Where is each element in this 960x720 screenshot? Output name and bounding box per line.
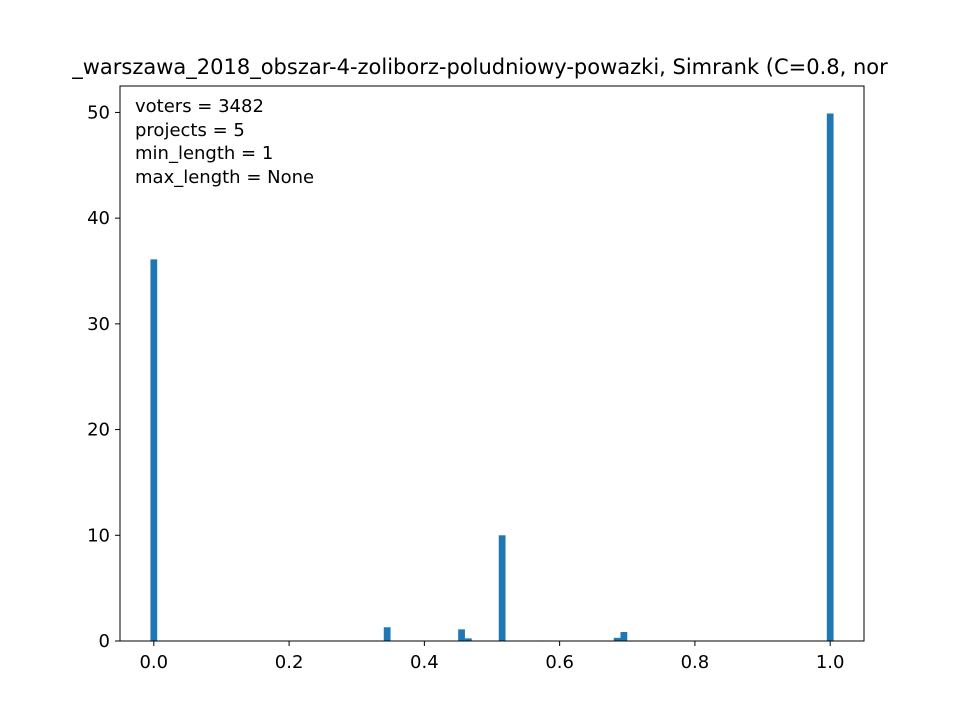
histogram-bar <box>458 629 465 641</box>
x-axis: 0.0 0.2 0.4 0.6 0.8 1.0 <box>139 641 845 673</box>
y-tick-label: 0 <box>99 631 110 652</box>
x-tick-label: 0.0 <box>139 652 168 673</box>
bars-layer <box>150 113 834 642</box>
histogram-bar <box>620 632 628 641</box>
annotation-max-length: max_length = None <box>135 167 314 188</box>
annotation-projects: projects = 5 <box>135 120 245 141</box>
histogram-bar <box>150 259 158 641</box>
annotation-voters: voters = 3482 <box>135 96 264 117</box>
y-tick-label: 50 <box>87 102 110 123</box>
y-tick-label: 20 <box>87 420 110 441</box>
histogram-bar <box>498 535 506 641</box>
histogram-bar <box>826 113 834 642</box>
annotation-min-length: min_length = 1 <box>135 143 273 164</box>
y-tick-label: 40 <box>87 208 110 229</box>
y-axis: 0 10 20 30 40 50 <box>87 102 120 652</box>
plot-frame <box>119 85 865 642</box>
y-tick-label: 10 <box>87 525 110 546</box>
x-tick-label: 0.6 <box>545 652 574 673</box>
x-tick-label: 0.8 <box>681 652 710 673</box>
histogram-bar <box>383 627 391 641</box>
histogram-bar <box>464 638 472 641</box>
y-tick-label: 30 <box>87 314 110 335</box>
histogram-bar <box>613 637 621 641</box>
x-tick-label: 1.0 <box>816 652 845 673</box>
stats-annotation: voters = 3482 projects = 5 min_length = … <box>135 96 314 188</box>
chart-title: _warszawa_2018_obszar-4-zoliborz-poludni… <box>71 55 888 80</box>
x-tick-label: 0.4 <box>410 652 439 673</box>
x-tick-label: 0.2 <box>275 652 304 673</box>
